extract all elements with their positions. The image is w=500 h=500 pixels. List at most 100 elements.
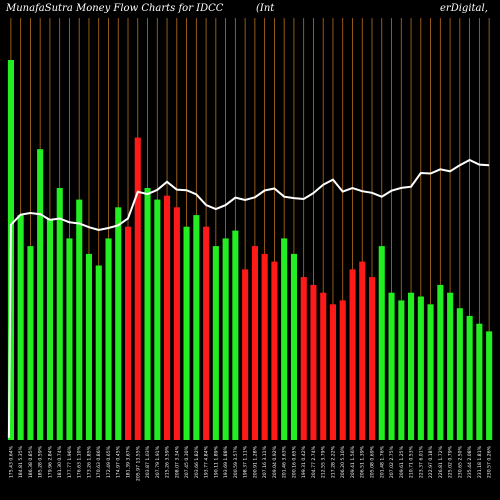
money-flow-bar — [105, 238, 112, 440]
x-tick-label: 205.97 13.55% — [135, 445, 141, 481]
money-flow-bar — [144, 188, 151, 440]
x-tick-label: 204.77 2.74% — [311, 445, 317, 478]
x-tick-label: 175.43 0.64% — [8, 445, 14, 478]
money-flow-bar — [398, 300, 405, 440]
x-tick-label: 173.26 1.85% — [86, 445, 92, 478]
money-flow-bar — [408, 292, 415, 440]
money-flow-bar — [56, 188, 63, 440]
chart-title-left: MunafaSutra Money Flow Charts for IDCC — [5, 3, 224, 14]
x-tick-label: 198.37 1.11% — [243, 445, 249, 478]
x-tick-label: 223.37 6.01% — [418, 445, 424, 478]
x-tick-label: 206.20 5.10% — [340, 445, 346, 478]
money-flow-bar — [251, 246, 258, 440]
x-tick-label: 206.51 1.39% — [360, 445, 366, 478]
money-flow-bar — [115, 207, 122, 440]
money-flow-bar — [388, 292, 395, 440]
x-tick-label: 176.63 1.10% — [77, 445, 83, 478]
money-flow-bar — [476, 323, 483, 440]
money-flow-bar — [76, 199, 83, 440]
money-flow-bar — [222, 238, 229, 440]
x-tick-label: 208.07 3.34% — [174, 445, 180, 478]
x-tick-label: 215.26 3.59% — [165, 445, 171, 478]
money-flow-bar — [329, 304, 336, 440]
money-flow-bar — [417, 296, 424, 440]
x-tick-label: 235.44 2.08% — [467, 445, 473, 478]
money-flow-bar — [173, 207, 180, 440]
x-tick-label: 207.16 3.11% — [262, 445, 268, 478]
money-flow-bar — [456, 308, 463, 440]
x-tick-label: 231.18 1.81% — [477, 445, 483, 478]
x-tick-label: 200.59 3.57% — [233, 445, 239, 478]
x-tick-label: 230.57 0.26% — [487, 445, 493, 478]
money-flow-bar — [271, 261, 278, 440]
money-flow-bar — [427, 304, 434, 440]
x-tick-label: 209.04 0.92% — [272, 445, 278, 478]
x-tick-label: 179.96 2.84% — [47, 445, 53, 478]
x-tick-label: 209.41 1.56% — [350, 445, 356, 478]
money-flow-bar — [437, 284, 444, 440]
x-tick-label: 217.28 2.22% — [330, 445, 336, 478]
x-tick-label: 222.97 0.18% — [428, 445, 434, 478]
x-tick-label: 210.71 0.53% — [409, 445, 415, 478]
x-tick-label: 209.61 1.25% — [399, 445, 405, 478]
money-flow-bar — [66, 238, 73, 440]
x-tick-label: 203.87 1.03% — [145, 445, 151, 478]
money-flow-bar — [125, 226, 132, 440]
money-flow-bar — [261, 253, 268, 440]
money-flow-bar — [203, 226, 210, 440]
money-flow-bar — [27, 246, 34, 440]
money-flow-bar — [447, 292, 454, 440]
x-tick-label: 174.97 0.45% — [116, 445, 122, 478]
x-tick-label: 203.66 1.82% — [194, 445, 200, 478]
x-tick-label: 199.31 0.42% — [301, 445, 307, 478]
money-flow-bar — [310, 284, 317, 440]
x-tick-label: 186.38 0.85% — [28, 445, 34, 478]
money-flow-bar — [134, 137, 141, 440]
money-flow-bar — [232, 230, 239, 440]
x-tick-label: 184.81 5.35% — [18, 445, 24, 478]
x-tick-label: 200.91 1.28% — [252, 445, 258, 478]
money-flow-bar — [359, 261, 366, 440]
money-flow-bar — [242, 269, 249, 440]
x-tick-label: 207.02 2.75% — [389, 445, 395, 478]
x-tick-label: 201.48 1.76% — [379, 445, 385, 478]
money-flow-bar — [17, 215, 24, 440]
money-flow-bar — [183, 226, 190, 440]
chart-title-mid: (Int — [256, 3, 275, 14]
x-tick-labels: 175.43 0.64% 184.81 5.35% 186.38 0.85% 185.… — [8, 445, 492, 481]
x-tick-label: 226.81 1.72% — [438, 445, 444, 478]
x-tick-label: 181.39 3.67% — [126, 445, 132, 478]
money-flow-bar — [369, 277, 376, 440]
x-tick-label: 185.28 0.59% — [38, 445, 44, 478]
money-flow-bar — [466, 315, 473, 440]
money-flow-bar — [290, 253, 297, 440]
x-tick-label: 177.77 1.96% — [67, 445, 73, 478]
x-tick-label: 230.65 2.50% — [457, 445, 463, 478]
money-flow-bar — [378, 246, 385, 440]
money-flow-bar — [46, 219, 53, 440]
money-flow-bar — [85, 253, 92, 440]
x-tick-label: 172.49 0.65% — [106, 445, 112, 478]
money-flow-bar — [193, 215, 200, 440]
x-tick-label: 225.02 0.79% — [448, 445, 454, 478]
x-tick-label: 212.55 3.79% — [321, 445, 327, 478]
money-flow-bar — [154, 199, 161, 440]
x-tick-label: 190.11 1.89% — [213, 445, 219, 478]
money-flow-bar — [320, 292, 327, 440]
x-tick-label: 205.08 0.69% — [370, 445, 376, 478]
money-flow-bar — [95, 265, 102, 440]
x-tick-label: 201.46 3.63% — [282, 445, 288, 478]
price-line — [7, 158, 490, 439]
money-flow-bar — [349, 269, 356, 440]
money-flow-bar — [281, 238, 288, 440]
money-flow-bar — [212, 246, 219, 440]
money-flow-bar — [300, 277, 307, 440]
money-flow-bar — [486, 331, 493, 440]
x-tick-label: 170.63 0.86% — [96, 445, 102, 478]
x-tick-label: 193.69 1.88% — [223, 445, 229, 478]
money-flow-bars — [7, 60, 493, 440]
x-tick-label: 200.16 0.65% — [291, 445, 297, 478]
chart-title-right: erDigital, — [440, 3, 488, 14]
